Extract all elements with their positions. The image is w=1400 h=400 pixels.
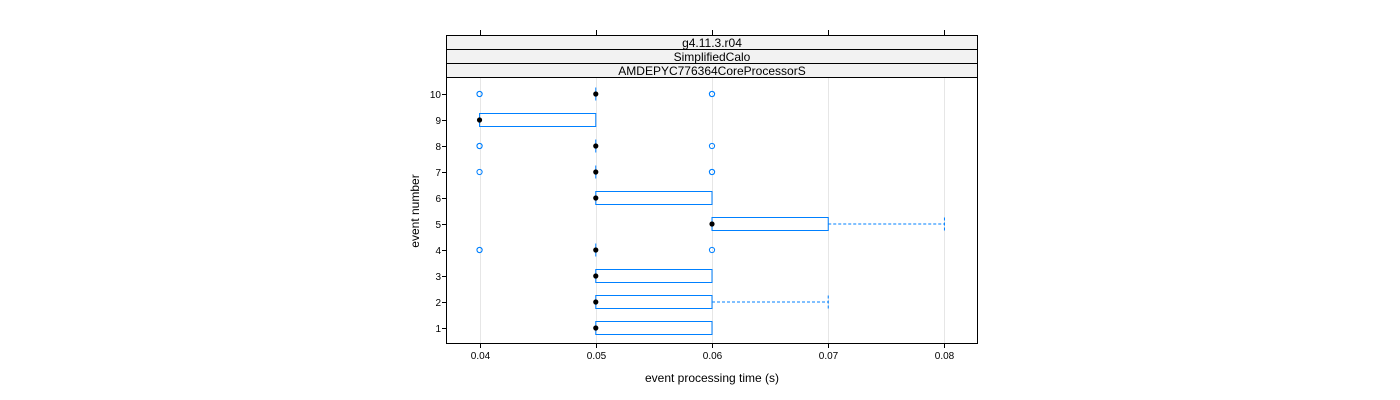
outlier-point [476, 168, 483, 176]
y-tick-label: 6 [435, 194, 441, 205]
median-dot [593, 91, 599, 97]
y-tick-label: 3 [435, 272, 441, 283]
y-tick-label: 2 [435, 298, 441, 309]
x-tick-label: 0.08 [935, 351, 955, 362]
y-tick-label: 10 [430, 90, 442, 101]
box-event-4 [476, 243, 716, 257]
median-dot [593, 195, 599, 201]
outlier-point [476, 246, 483, 254]
box-event-6 [593, 191, 713, 205]
box-event-7 [476, 165, 716, 179]
box-event-1 [593, 321, 713, 335]
y-tick-label: 9 [435, 116, 441, 127]
x-tick-label: 0.06 [703, 351, 723, 362]
median-dot [593, 325, 599, 331]
boxes-layer [476, 87, 945, 335]
y-tick-label: 4 [435, 246, 441, 257]
box-event-9 [476, 113, 597, 127]
box-iqr [595, 191, 713, 205]
outlier-point [476, 90, 483, 98]
outlier-point [708, 168, 716, 176]
y-axis-title: event number [408, 174, 422, 247]
y-tick-label: 8 [435, 142, 441, 153]
outlier-point [708, 246, 716, 254]
y-tick-label: 5 [435, 220, 441, 231]
outlier-point [476, 142, 483, 150]
box-iqr [479, 113, 597, 127]
x-tick-label: 0.04 [471, 351, 491, 362]
box-event-5 [709, 217, 945, 231]
median-dot [593, 169, 599, 175]
box-event-2 [593, 295, 829, 309]
median-dot [593, 273, 599, 279]
y-tick-label: 1 [435, 324, 441, 335]
median-dot [476, 117, 483, 123]
outlier-point [708, 142, 716, 150]
strip-1-label: g4.11.3.r04 [682, 36, 742, 50]
median-dot [709, 221, 715, 227]
ticks-layer: 0.04 0.05 0.06 0.07 0.08 1 2 3 4 5 6 7 8 9 10 [430, 30, 955, 362]
box-iqr [595, 295, 713, 309]
median-dot [593, 143, 599, 149]
box-event-10 [476, 87, 716, 101]
x-tick-label: 0.05 [587, 351, 607, 362]
median-dot [593, 247, 599, 253]
x-axis-title: event processing time (s) [645, 371, 779, 385]
x-tick-label: 0.07 [819, 351, 839, 362]
outlier-point [708, 90, 716, 98]
strip-2-label: SimplifiedCalo [674, 50, 751, 64]
grid-layer [480, 78, 945, 343]
box-iqr [595, 269, 713, 283]
median-dot [593, 299, 599, 305]
y-tick-label: 7 [435, 168, 441, 179]
panel-strips: g4.11.3.r04 SimplifiedCalo AMDEPYC776364… [446, 35, 978, 78]
strip-3-label: AMDEPYC776364CoreProcessorS [618, 64, 805, 78]
box-iqr [711, 217, 829, 231]
box-event-3 [593, 269, 713, 283]
box-event-8 [476, 139, 716, 153]
box-iqr [595, 321, 713, 335]
